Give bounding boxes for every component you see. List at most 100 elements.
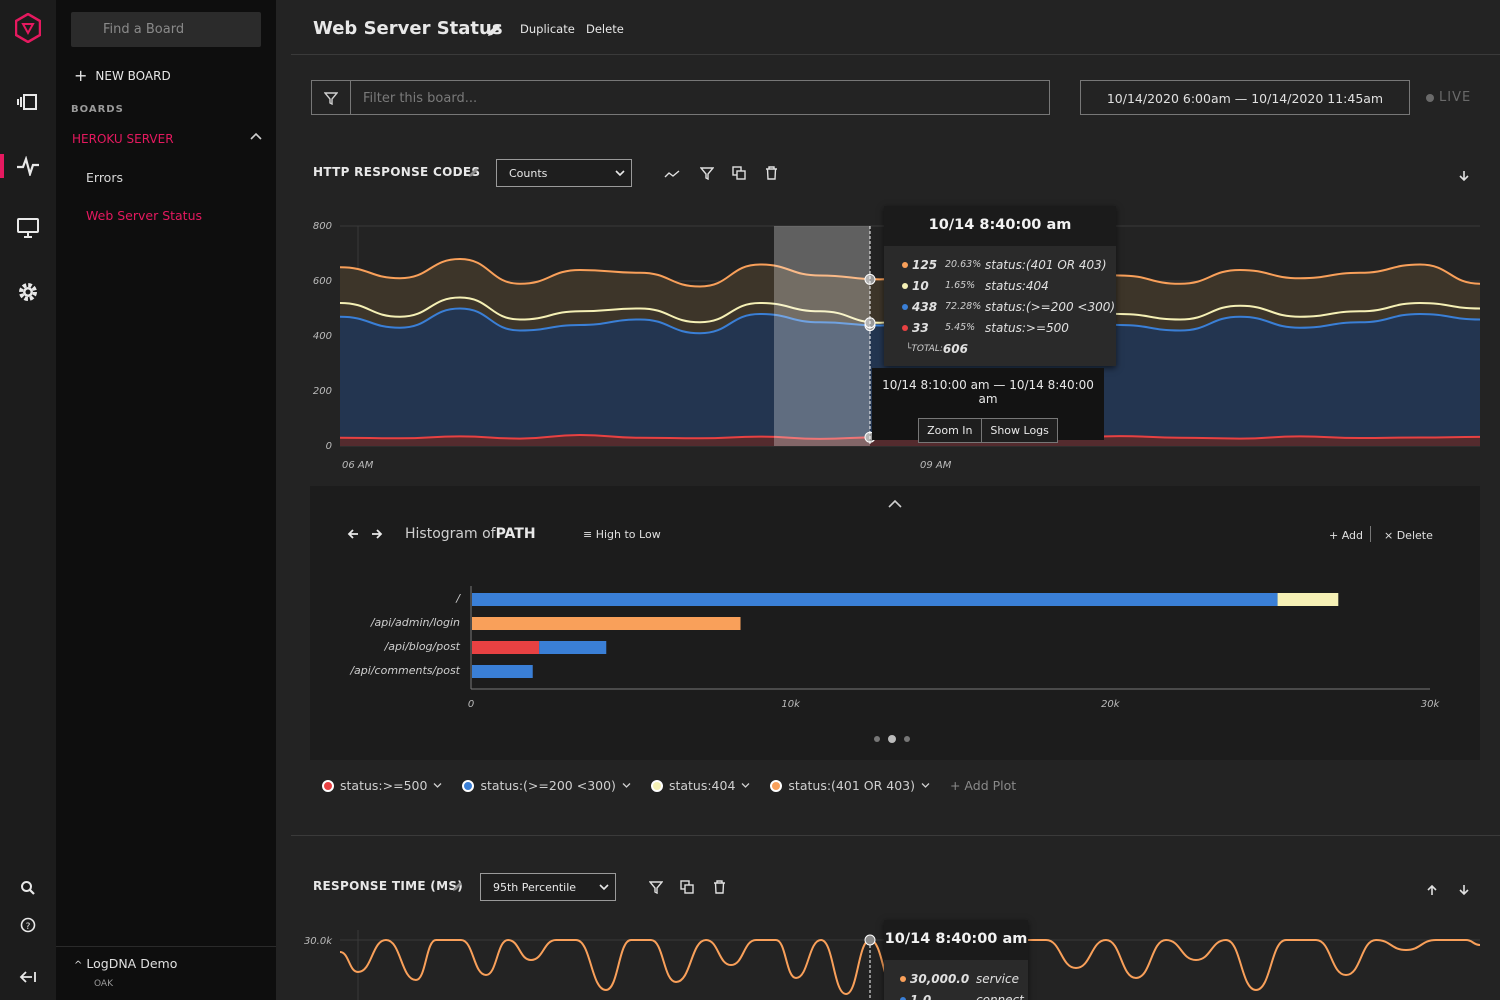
edit-panel-icon[interactable] [468,166,480,178]
series-dot [900,996,906,1000]
logo-icon[interactable] [0,12,56,44]
edit-title-icon[interactable] [486,22,502,38]
tooltip-row: 33 5.45% status:>=500 [884,317,1116,338]
views-icon[interactable] [0,86,56,118]
filter-input[interactable]: Filter this board... [363,91,478,106]
tooltip-row: 438 72.28% status:(>=200 <300) [884,296,1116,317]
series-dot [902,324,908,331]
boards-heading: BOARDS [71,104,124,115]
response-time-tooltip: 10/14 8:40:00 am 30,000.0 service 1.0 conne… [884,920,1028,1000]
legend-item[interactable]: status:(401 OR 403) [770,778,930,793]
legend-item[interactable]: status:>=500 [322,778,442,793]
delete-histogram-button[interactable]: × Delete [1384,529,1433,542]
arrow-left-icon[interactable] [347,528,359,540]
boards-pulse-icon[interactable] [0,150,56,182]
selection-region[interactable] [774,226,870,446]
line-chart-icon[interactable] [664,167,680,181]
account-switcher[interactable]: ^ LogDNA Demo [74,956,177,971]
tooltip-pct: 72.28% [945,301,982,312]
board-group-heroku[interactable]: HEROKU SERVER [72,132,262,146]
y-tick-label: 800 [313,221,332,232]
boards-sidebar: Find a Board + NEW BOARD BOARDS HEROKU S… [56,0,276,1000]
move-down-icon[interactable] [1458,884,1470,896]
gear-icon[interactable] [0,276,56,308]
histogram-bar[interactable] [472,593,1278,606]
tooltip-pct: 5.45% [945,322,976,333]
tooltip-count: 33 [912,320,929,335]
find-board-input[interactable]: Find a Board [71,12,261,47]
pagination-dots[interactable] [874,735,910,743]
percentile-select[interactable]: 95th Percentile [480,873,616,901]
sort-toggle[interactable]: ≡ High to Low [583,528,661,541]
histogram-bar[interactable] [1277,593,1339,606]
x-tick-label: 0 [468,699,474,710]
screens-icon[interactable] [0,212,56,244]
category-label: /api/comments/post [349,664,460,677]
chevron-down-icon [921,783,930,788]
duplicate-button[interactable]: Duplicate [520,22,575,36]
help-icon[interactable]: ? [0,909,56,941]
move-up-icon[interactable] [1426,884,1438,896]
chevron-down-icon [615,170,625,177]
tooltip-label: service [976,971,1019,986]
sidebar-divider [56,946,276,947]
sidebar-item-errors[interactable]: Errors [86,170,123,185]
board-filter[interactable]: Filter this board... [311,80,1050,115]
tooltip-time: 10/14 8:40:00 am [884,206,1116,246]
x-tick-label: 30k [1421,699,1441,710]
panel-title-response-time: RESPONSE TIME (MS) [313,879,464,893]
chevron-up-icon [250,132,262,140]
action-divider [1370,526,1371,542]
histogram-field: PATH [495,526,536,542]
icon-rail: ? [0,0,56,1000]
legend-dot [462,779,475,792]
tooltip-row: 1.0 connect [884,989,1028,1000]
add-histogram-button[interactable]: + Add [1329,529,1364,542]
arrow-right-icon[interactable] [371,528,383,540]
histogram-bar[interactable] [472,617,741,630]
page-dot-active[interactable] [888,735,896,743]
plus-icon: + [74,66,88,85]
time-range-picker[interactable]: 10/14/2020 6:00am — 10/14/2020 11:45am [1080,80,1410,115]
histogram-bar[interactable] [472,665,533,678]
tooltip-label: connect [976,992,1024,1000]
chevron-down-icon [599,884,609,891]
panel-filter-icon[interactable] [649,880,663,894]
sidebar-item-web-server-status[interactable]: Web Server Status [86,208,203,223]
panel-filter-icon[interactable] [700,166,714,180]
delete-button[interactable]: Delete [586,22,624,36]
show-logs-button[interactable]: Show Logs [981,418,1058,443]
series-dot [902,303,908,310]
search-icon[interactable] [0,872,56,904]
selection-popover: 10/14 8:10:00 am — 10/14 8:40:00 am Zoom… [872,368,1104,443]
collapse-icon[interactable] [0,961,56,993]
board-group-label: HEROKU SERVER [72,132,174,146]
add-plot-button[interactable]: + Add Plot [949,778,1017,793]
tooltip-row: 30,000.0 service [884,968,1028,989]
tooltip-count: 438 [912,299,938,314]
live-toggle[interactable]: LIVE [1426,90,1471,105]
response-time-series [339,938,1481,1000]
copy-icon[interactable] [732,166,746,180]
new-board-button[interactable]: + NEW BOARD [74,66,171,85]
edit-panel-icon[interactable] [452,880,464,892]
board-main: Web Server Status Duplicate Delete Filte… [276,0,1500,1000]
trash-icon[interactable] [713,880,726,894]
histogram-bar[interactable] [472,641,540,654]
histogram-title: Histogram ofPATH [405,526,536,542]
move-down-icon[interactable] [1458,170,1470,182]
zoom-in-button[interactable]: Zoom In [918,418,982,443]
hover-point [864,273,876,285]
category-label: /api/blog/post [384,640,461,653]
legend-item[interactable]: status:(>=200 <300) [462,778,631,793]
page-dot[interactable] [874,736,880,742]
trash-icon[interactable] [765,166,778,180]
aggregation-select[interactable]: Counts [496,159,632,187]
collapse-histogram-icon[interactable] [888,499,902,509]
total-label: TOTAL: [911,343,943,354]
page-dot[interactable] [904,736,910,742]
histogram-bar[interactable] [539,641,607,654]
filter-icon [312,81,351,114]
copy-icon[interactable] [680,880,694,894]
legend-item[interactable]: status:404 [650,778,750,793]
